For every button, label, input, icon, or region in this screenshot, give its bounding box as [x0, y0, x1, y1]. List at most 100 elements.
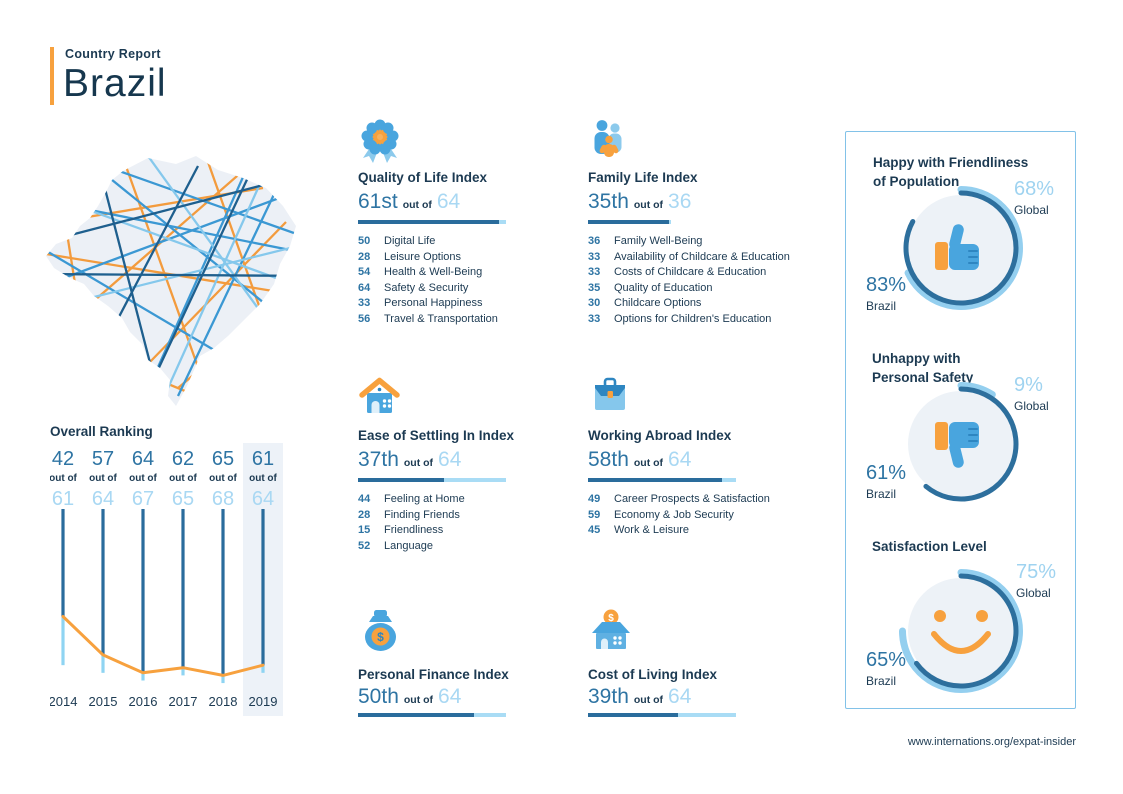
year-rank-value: 57: [92, 448, 114, 470]
subscore-label: Digital Life: [384, 235, 436, 247]
subscore-label: Work & Leisure: [614, 524, 689, 537]
subscore-label: Friendliness: [384, 524, 444, 537]
year-rank-value: 62: [172, 448, 194, 470]
subscore-rank: 50: [358, 235, 371, 247]
subscore-rank: 33: [588, 266, 601, 279]
rank-row: 39th out of 64: [588, 685, 808, 709]
rank-bar-fill: [588, 478, 723, 482]
report-kicker: Country Report: [65, 47, 161, 61]
year-out-of: out of: [169, 473, 197, 484]
global-label: Global: [1016, 586, 1051, 600]
brazil-stat: 61% Brazil: [866, 462, 936, 501]
subscore-rank: 15: [358, 524, 371, 537]
brazil-map: [28, 126, 330, 414]
subscore-rank: 59: [588, 508, 601, 521]
subscore-rank: 30: [588, 297, 601, 310]
year-label: 2017: [169, 694, 198, 709]
brazil-label: Brazil: [866, 674, 897, 688]
svg-text:$: $: [608, 613, 614, 624]
subscore-row: 54 Health & Well-Being: [358, 265, 578, 281]
thumbs-up-icon: [931, 220, 991, 281]
house-icon: [358, 376, 578, 422]
subscore-rank: 45: [588, 524, 601, 537]
subscore-row: 45 Work & Leisure: [588, 523, 808, 539]
subscore-row: 35 Quality of Education: [588, 281, 808, 297]
rank-bar-fill: [358, 478, 444, 482]
subscore-rank: 33: [588, 250, 601, 263]
rank-out-of: out of: [402, 199, 432, 211]
subscore-label: Language: [384, 539, 433, 552]
year-label: 2018: [209, 694, 238, 709]
rank-total: 64: [668, 685, 692, 708]
subscore-row: 64 Safety & Security: [358, 281, 578, 297]
rank-total: 64: [438, 448, 462, 471]
year-label: 2014: [50, 694, 77, 709]
rank-value: 61st: [358, 190, 398, 213]
subscore-rank: 35: [588, 281, 601, 294]
year-total-value: 64: [92, 488, 114, 510]
subscore-rank: 44: [358, 493, 371, 505]
subscore-rank: 33: [588, 312, 601, 325]
card-title: Personal Finance Index: [358, 667, 509, 682]
sentiment-panel: Happy with Friendliness of Population 68…: [845, 131, 1076, 709]
card-title: Ease of Settling In Index: [358, 428, 515, 443]
rank-total: 64: [436, 190, 461, 213]
subscore-row: 33 Personal Happiness: [358, 296, 578, 312]
subscore-rank: 64: [358, 281, 371, 294]
thumbs-down-icon: [931, 416, 991, 477]
gauge-title-line1: Unhappy with: [872, 351, 961, 366]
subscore-rank: 33: [358, 297, 371, 310]
year-rank-value: 61: [252, 448, 274, 470]
rank-total: 64: [668, 448, 692, 471]
footer-url: www.internations.org/expat-insider: [907, 736, 1076, 748]
rank-trend-line: [61, 615, 265, 677]
card-title: Family Life Index: [588, 170, 698, 185]
rank-total: 64: [438, 685, 462, 708]
card-family-life: Family Life Index 35th out of 36 36 Famil…: [588, 118, 808, 328]
global-arc: [904, 186, 1023, 310]
gauge-title: Unhappy with Personal Safety: [872, 349, 973, 387]
subscore-row: 30 Childcare Options: [588, 296, 808, 312]
family-icon: [588, 118, 808, 164]
brazil-label: Brazil: [866, 487, 897, 501]
gauge-title-line1: Happy with Friendliness: [873, 155, 1029, 170]
subscore-label: Feeling at Home: [384, 493, 465, 505]
subscore-list: 49 Career Prospects & Satisfaction 59 Econo…: [588, 492, 808, 539]
rank-bar: [588, 478, 736, 482]
header-accent-bar: [50, 47, 54, 105]
subscore-label: Options for Children's Education: [614, 312, 772, 325]
subscore-label: Family Well-Being: [614, 235, 703, 247]
brazil-stat: 83% Brazil: [866, 274, 936, 313]
year-total-value: 64: [252, 488, 274, 510]
year-out-of: out of: [50, 473, 78, 484]
rank-bar: [588, 220, 672, 224]
rank-bar-fill: [358, 220, 500, 224]
year-out-of: out of: [209, 473, 237, 484]
gauge-title-line2: Personal Safety: [872, 370, 974, 385]
rank-value: 39th: [588, 685, 629, 708]
rank-value: 37th: [358, 448, 399, 471]
brazil-arc: [914, 573, 1019, 689]
svg-text:$: $: [377, 630, 384, 644]
subscore-row: 50 Digital Life: [358, 234, 578, 250]
rank-bar: [358, 478, 506, 482]
year-total-value: 61: [52, 488, 74, 510]
global-label: Global: [1014, 203, 1049, 217]
subscore-row: 52 Language: [358, 539, 578, 555]
rank-bar-fill: [358, 713, 474, 717]
card-working-abroad: Working Abroad Index 58th out of 64 49 Ca…: [588, 376, 808, 539]
year-label: 2019: [249, 694, 278, 709]
brazil-map-svg: [46, 156, 296, 406]
global-pct: 9%: [1014, 374, 1043, 396]
house-bank-icon: $: [588, 608, 808, 660]
rank-out-of: out of: [403, 694, 434, 706]
subscore-label: Finding Friends: [384, 508, 460, 521]
subscore-label: Costs of Childcare & Education: [614, 266, 767, 279]
year-label: 2016: [129, 694, 158, 709]
brazil-pct: 65%: [866, 649, 907, 671]
rank-bar: [358, 713, 506, 717]
rank-row: 35th out of 36: [588, 190, 808, 214]
year-label: 2015: [89, 694, 118, 709]
subscore-row: 15 Friendliness: [358, 523, 578, 539]
rank-out-of: out of: [633, 457, 664, 469]
